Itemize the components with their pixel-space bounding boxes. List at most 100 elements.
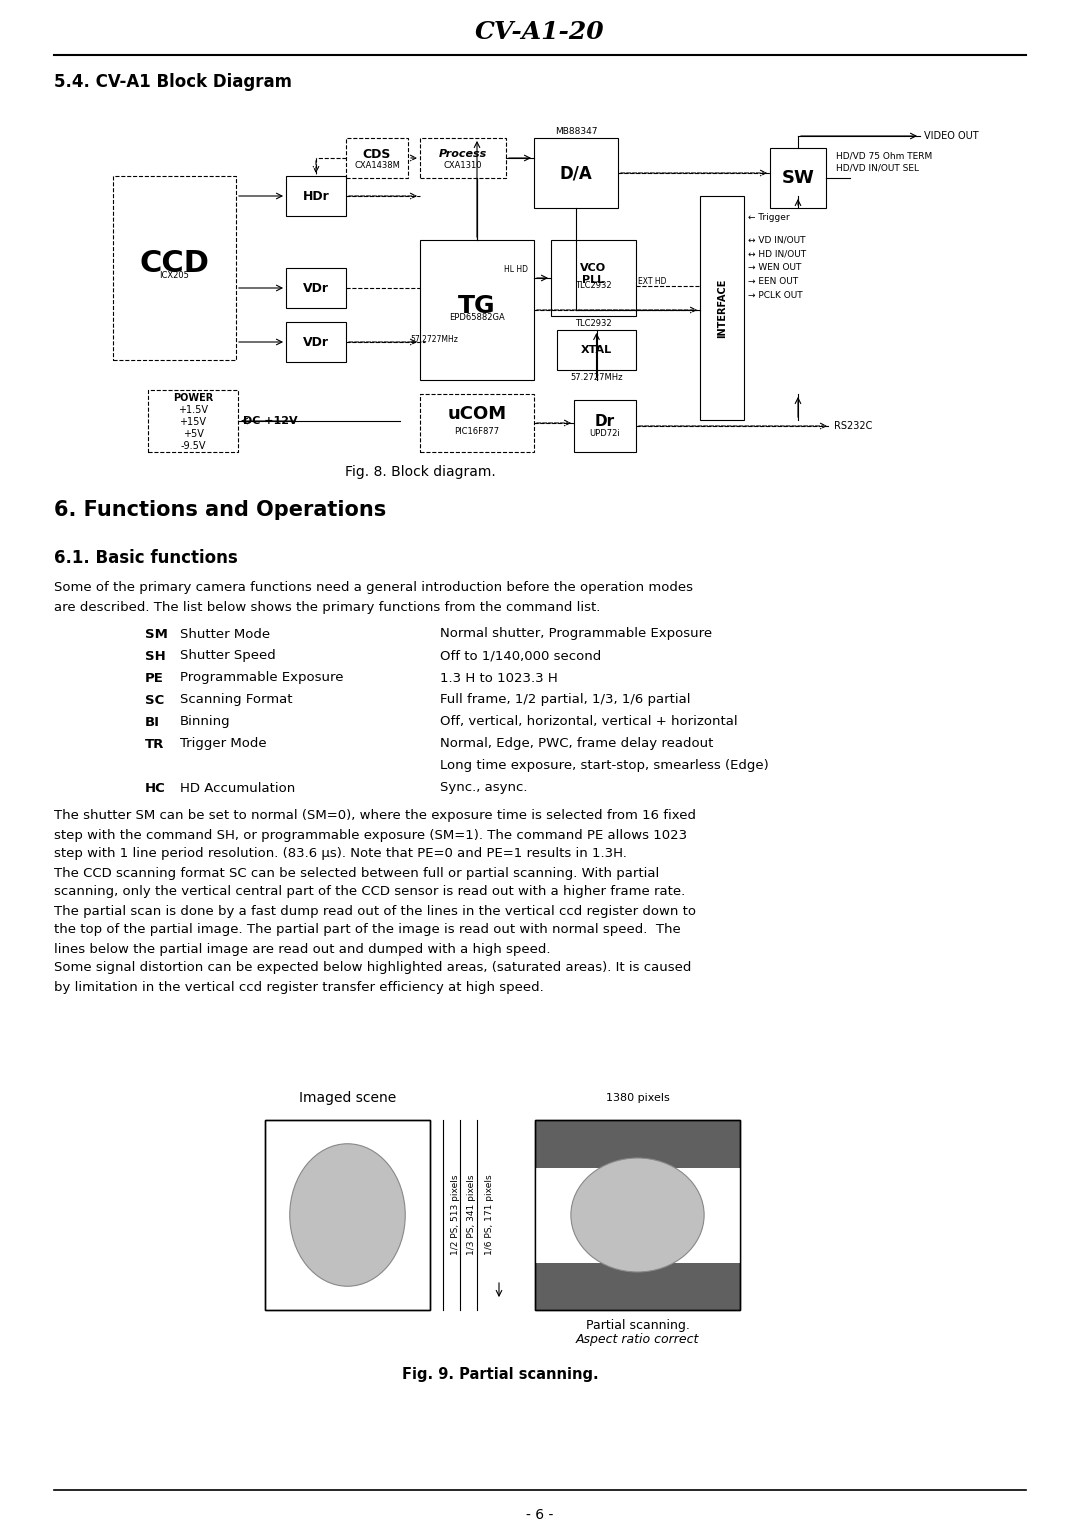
Text: uCOM: uCOM [447,405,507,423]
Text: CV-A1-20: CV-A1-20 [475,20,605,44]
Bar [420,240,534,380]
Text: Off to 1/140,000 second: Off to 1/140,000 second [440,649,602,663]
Text: HD/VD 75 Ohm TERM: HD/VD 75 Ohm TERM [836,151,932,160]
Text: Full frame, 1/2 partial, 1/3, 1/6 partial: Full frame, 1/2 partial, 1/3, 1/6 partia… [440,694,690,706]
Text: step with the command SH, or programmable exposure (SM=1). The command PE allows: step with the command SH, or programmabl… [54,828,687,842]
Text: Fig. 9. Partial scanning.: Fig. 9. Partial scanning. [402,1368,598,1383]
Ellipse shape [571,1158,704,1271]
Text: Normal shutter, Programmable Exposure: Normal shutter, Programmable Exposure [440,628,712,640]
Text: +15V: +15V [179,417,206,426]
Bar [148,390,238,452]
Text: ← Trigger: ← Trigger [748,214,789,223]
Text: → WEN OUT: → WEN OUT [748,263,801,272]
Bar [346,138,408,177]
Bar [700,196,744,420]
Text: BI: BI [145,715,160,729]
Text: MB88347: MB88347 [555,127,597,136]
Text: VCO
PLL: VCO PLL [580,263,607,284]
Bar [420,138,507,177]
Text: VIDEO OUT: VIDEO OUT [924,131,978,141]
Bar [551,240,636,316]
Text: Process: Process [438,150,487,159]
Text: Fig. 8. Block diagram.: Fig. 8. Block diagram. [345,465,496,478]
Text: lines below the partial image are read out and dumped with a high speed.: lines below the partial image are read o… [54,943,551,955]
Text: Long time exposure, start-stop, smearless (Edge): Long time exposure, start-stop, smearles… [440,759,769,773]
Text: Programmable Exposure: Programmable Exposure [180,671,343,685]
Text: RS232C: RS232C [834,422,873,431]
Text: CXA1310: CXA1310 [444,162,483,171]
Text: the top of the partial image. The partial part of the image is read out with nor: the top of the partial image. The partia… [54,923,680,937]
Text: Binning: Binning [180,715,231,729]
Text: VDr: VDr [303,281,329,295]
Text: - 6 -: - 6 - [526,1508,554,1522]
Text: Dr: Dr [595,414,616,429]
Text: Shutter Mode: Shutter Mode [180,628,270,640]
Text: PIC16F877: PIC16F877 [455,428,500,437]
Bar [535,1120,740,1309]
Text: Trigger Mode: Trigger Mode [180,738,267,750]
Text: → PCLK OUT: → PCLK OUT [748,292,802,301]
Text: The partial scan is done by a fast dump read out of the lines in the vertical cc: The partial scan is done by a fast dump … [54,905,696,917]
Text: VDr: VDr [303,336,329,348]
Bar [573,400,636,452]
Text: Some of the primary camera functions need a general introduction before the oper: Some of the primary camera functions nee… [54,582,693,594]
Text: D/A: D/A [559,163,592,182]
Text: ICX205: ICX205 [160,272,189,281]
Text: HDr: HDr [302,189,329,203]
Text: 5.4. CV-A1 Block Diagram: 5.4. CV-A1 Block Diagram [54,73,292,92]
Text: scanning, only the vertical central part of the CCD sensor is read out with a hi: scanning, only the vertical central part… [54,886,685,898]
Text: EXT HD: EXT HD [638,277,666,286]
Text: TLC2932: TLC2932 [576,281,611,290]
Text: UPD72i: UPD72i [590,429,620,439]
Text: Aspect ratio correct: Aspect ratio correct [576,1334,699,1346]
Bar [286,176,346,215]
Bar [535,1120,740,1309]
Text: The CCD scanning format SC can be selected between full or partial scanning. Wit: The CCD scanning format SC can be select… [54,866,659,880]
Text: HD Accumulation: HD Accumulation [180,781,295,795]
Text: Normal, Edge, PWC, frame delay readout: Normal, Edge, PWC, frame delay readout [440,738,714,750]
Text: Scanning Format: Scanning Format [180,694,293,706]
Text: 1/3 PS, 341 pixels: 1/3 PS, 341 pixels [468,1175,476,1254]
Bar [286,322,346,362]
Text: ↔ HD IN/OUT: ↔ HD IN/OUT [748,249,806,258]
Text: Shutter Speed: Shutter Speed [180,649,275,663]
Text: CCD: CCD [139,249,210,278]
Text: 57.2727MHz: 57.2727MHz [570,373,623,382]
Text: SC: SC [145,694,164,706]
Text: +1.5V: +1.5V [178,405,208,416]
Text: SM: SM [145,628,167,640]
Ellipse shape [289,1144,405,1287]
Text: HD/VD IN/OUT SEL: HD/VD IN/OUT SEL [836,163,919,173]
Text: ↔ VD IN/OUT: ↔ VD IN/OUT [748,235,806,244]
Text: Off, vertical, horizontal, vertical + horizontal: Off, vertical, horizontal, vertical + ho… [440,715,738,729]
Text: Sync., async.: Sync., async. [440,781,527,795]
Bar [113,176,237,361]
Text: POWER: POWER [173,393,213,403]
Text: by limitation in the vertical ccd register transfer efficiency at high speed.: by limitation in the vertical ccd regist… [54,981,543,993]
Text: SH: SH [145,649,165,663]
Text: -9.5V: -9.5V [180,442,206,451]
Bar [420,394,534,452]
Bar [265,1120,430,1309]
Text: Imaged scene: Imaged scene [299,1091,396,1105]
Text: EPD65882GA: EPD65882GA [449,313,504,322]
Text: SW: SW [782,170,814,186]
Text: DC +12V: DC +12V [243,416,298,426]
Text: INTERFACE: INTERFACE [717,278,727,338]
Text: TR: TR [145,738,164,750]
Text: 6.1. Basic functions: 6.1. Basic functions [54,549,238,567]
Bar [770,148,826,208]
Text: 6. Functions and Operations: 6. Functions and Operations [54,500,387,520]
Text: step with 1 line period resolution. (83.6 μs). Note that PE=0 and PE=1 results i: step with 1 line period resolution. (83.… [54,848,626,860]
Text: 1/6 PS, 171 pixels: 1/6 PS, 171 pixels [485,1175,494,1256]
Bar [557,330,636,370]
Text: → EEN OUT: → EEN OUT [748,278,798,287]
Text: TG: TG [458,293,496,318]
Text: HC: HC [145,781,165,795]
Text: TLC2932: TLC2932 [576,319,611,329]
Text: 1380 pixels: 1380 pixels [606,1093,670,1103]
Bar [286,267,346,309]
Text: PE: PE [145,671,164,685]
Text: Partial scanning.: Partial scanning. [585,1319,689,1331]
Text: 57.2727MHz: 57.2727MHz [410,336,458,344]
